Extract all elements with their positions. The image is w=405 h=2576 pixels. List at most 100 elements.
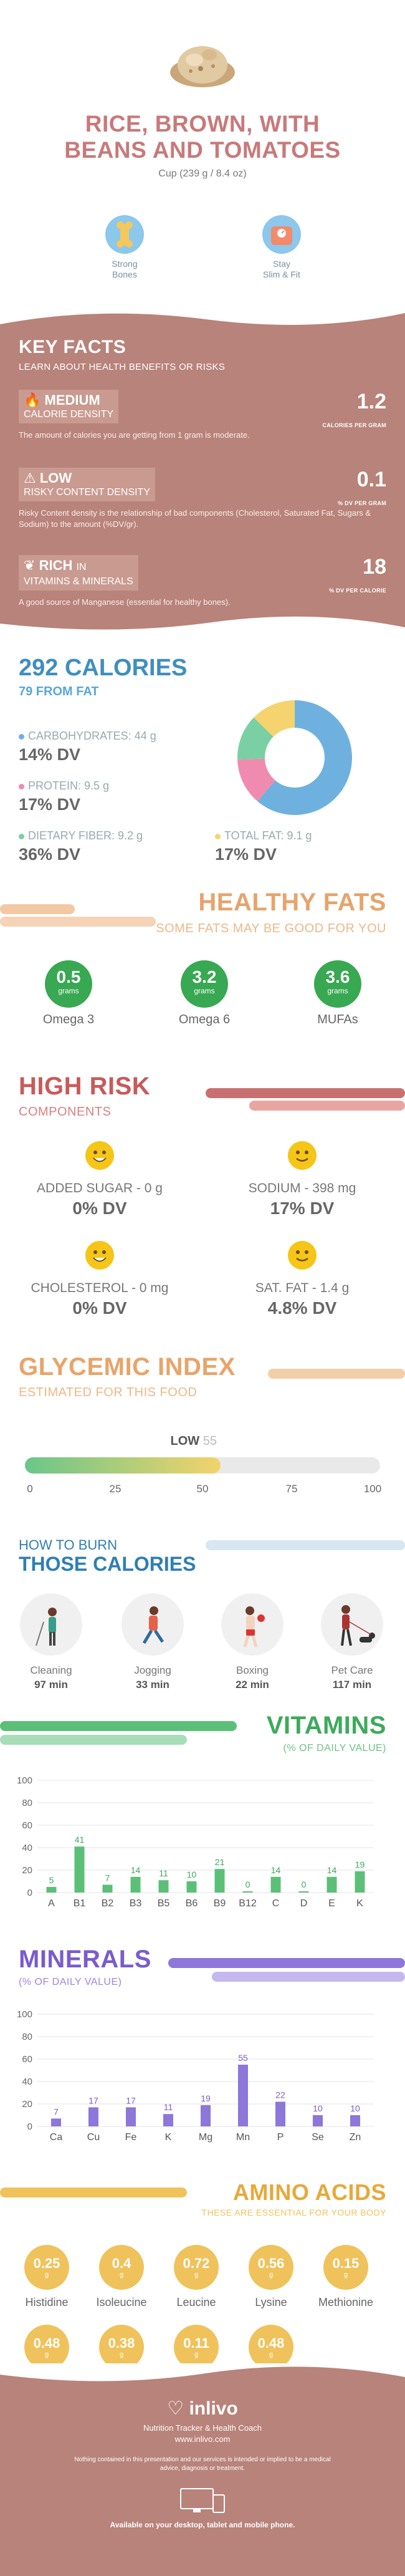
fact-value: 0.1 % DV PER GRAM bbox=[338, 468, 386, 515]
bar bbox=[270, 1876, 281, 1893]
activity-name: Boxing bbox=[236, 1664, 269, 1676]
amino-acids-title: AMINO ACIDS bbox=[232, 2179, 386, 2205]
data-label: 0 bbox=[302, 1879, 307, 1889]
amino-unit: g bbox=[44, 2271, 49, 2279]
activity-jogging: Jogging 33 min bbox=[115, 1593, 190, 1691]
glycemic-tick: 25 bbox=[109, 1483, 122, 1495]
fact-level: LOW bbox=[39, 470, 72, 486]
amino-acid-item: 0.15 g Methionine bbox=[315, 2245, 377, 2309]
bar bbox=[242, 1891, 253, 1893]
data-label: 19 bbox=[201, 2093, 211, 2103]
activity-pet-care: Pet Care 117 min bbox=[315, 1593, 389, 1691]
page-title: RICE, BROWN, WITH BEANS AND TOMATOES bbox=[0, 111, 405, 163]
fact-level: RICH bbox=[39, 557, 73, 573]
y-tick-label: 20 bbox=[22, 1865, 32, 1876]
y-tick-label: 0 bbox=[27, 2121, 32, 2132]
activity-time: 117 min bbox=[332, 1679, 372, 1691]
brand-url[interactable]: www.inlivo.com bbox=[174, 2434, 231, 2444]
amino-acids-subtitle: THESE ARE ESSENTIAL FOR YOUR BODY bbox=[201, 2207, 386, 2217]
x-tick-label: Zn bbox=[350, 2132, 361, 2143]
x-tick-label: Mg bbox=[199, 2132, 212, 2143]
macro-protein: PROTEIN: 9.5 g 17% DV bbox=[19, 779, 109, 814]
fact-header: 🔥 MEDIUM CALORIE DENSITY bbox=[19, 390, 119, 423]
data-label: 11 bbox=[159, 1868, 168, 1878]
vitamins-subtitle: (% OF DAILY VALUE) bbox=[283, 1743, 386, 1754]
key-facts-section: KEY FACTS LEARN ABOUT HEALTH BENEFITS OR… bbox=[0, 306, 405, 636]
activity-time: 33 min bbox=[136, 1679, 169, 1691]
macro-dv: 14% DV bbox=[19, 745, 81, 764]
y-tick-label: 20 bbox=[22, 2099, 32, 2110]
amino-badge: 0.11 g bbox=[174, 2325, 219, 2370]
amino-unit: g bbox=[119, 2271, 124, 2279]
fact-value: 1.2 CALORIES PER GRAM bbox=[322, 390, 386, 437]
amino-acid-item: 0.25 g Histidine bbox=[16, 2245, 78, 2309]
fact-name: VITAMINS & MINERALS bbox=[24, 576, 133, 587]
fact-calorie-density: 🔥 MEDIUM CALORIE DENSITY 1.2 CALORIES PER… bbox=[19, 390, 386, 441]
pet-care-icon bbox=[321, 1593, 383, 1656]
fat-omega-6: 3.2 grams Omega 6 bbox=[167, 960, 242, 1027]
fat-mufas: 3.6 grams MUFAs bbox=[300, 960, 375, 1027]
x-tick-label: A bbox=[48, 1898, 55, 1909]
boxing-icon bbox=[221, 1593, 284, 1656]
legend-dot bbox=[19, 733, 24, 740]
x-tick-label: D bbox=[300, 1898, 308, 1909]
header: RICE, BROWN, WITH BEANS AND TOMATOES Cup… bbox=[0, 0, 405, 324]
y-tick-label: 100 bbox=[17, 2009, 32, 2020]
bar bbox=[88, 2107, 98, 2126]
bar bbox=[238, 2065, 248, 2126]
availability-note: Available on your desktop, tablet and mo… bbox=[110, 2521, 295, 2529]
data-label: 14 bbox=[131, 1865, 141, 1875]
burn-title-line-1: HOW TO BURN bbox=[19, 1537, 118, 1553]
x-tick-label: K bbox=[356, 1898, 363, 1909]
brand-tagline: Nutrition Tracker & Health Coach bbox=[143, 2423, 262, 2433]
fact-header: ❦ RICH IN VITAMINS & MINERALS bbox=[19, 555, 138, 591]
healthy-fats-subtitle: SOME FATS MAY BE GOOD FOR YOU bbox=[156, 922, 386, 935]
legend-dot bbox=[215, 833, 221, 839]
activity-name: Jogging bbox=[134, 1664, 171, 1676]
bar bbox=[126, 2107, 136, 2126]
fact-prefix: IN bbox=[76, 562, 87, 572]
x-tick-label: B9 bbox=[214, 1898, 226, 1909]
y-tick-label: 80 bbox=[22, 2032, 32, 2042]
fact-value: 18 % DV PER CALORIE bbox=[329, 555, 386, 602]
bar bbox=[158, 1880, 169, 1893]
data-label: 19 bbox=[355, 1860, 365, 1869]
calories-title: 292 CALORIES bbox=[19, 655, 188, 681]
fact-name: RISKY CONTENT DENSITY bbox=[24, 487, 150, 498]
minerals-bar-chart: 0 20 40 60 80 100 7 Ca 17 Cu 17 Fe 11 K 19 Mg 55 Mn 22 P 10 S… bbox=[17, 2009, 374, 2143]
badge-label: Bones bbox=[112, 269, 137, 279]
data-label: 0 bbox=[245, 1879, 250, 1889]
x-tick-label: B12 bbox=[239, 1898, 257, 1909]
bar bbox=[326, 1876, 337, 1893]
macro-label: PROTEIN: 9.5 g bbox=[28, 779, 110, 792]
title-line-1: RICE, BROWN, WITH bbox=[85, 111, 320, 137]
bar bbox=[350, 2115, 360, 2126]
glycemic-subtitle: ESTIMATED FOR THIS FOOD bbox=[19, 1386, 198, 1399]
data-label: 11 bbox=[164, 2102, 173, 2112]
fat-name: MUFAs bbox=[317, 1013, 358, 1026]
x-tick-label: B3 bbox=[130, 1898, 142, 1909]
title-line-2: BEANS AND TOMATOES bbox=[64, 137, 341, 163]
y-tick-label: 100 bbox=[17, 1775, 32, 1786]
calories-subtitle: 79 FROM FAT bbox=[19, 685, 99, 698]
fat-unit: grams bbox=[194, 987, 215, 995]
x-tick-label: C bbox=[272, 1898, 280, 1909]
data-label: 10 bbox=[350, 2103, 360, 2113]
macro-carbohydrates: CARBOHYDRATES: 44 g 14% DV bbox=[19, 730, 156, 765]
fact-unit: CALORIES PER GRAM bbox=[322, 422, 386, 428]
high-risk-subtitle: COMPONENTS bbox=[19, 1105, 112, 1119]
y-tick-label: 60 bbox=[22, 1820, 32, 1831]
x-tick-label: E bbox=[328, 1898, 335, 1909]
glycemic-value: 55 bbox=[202, 1434, 217, 1448]
macro-dv: 17% DV bbox=[19, 795, 81, 814]
data-label: 17 bbox=[126, 2095, 136, 2105]
bar bbox=[74, 1846, 85, 1893]
x-tick-label: K bbox=[165, 2132, 172, 2143]
wave-divider bbox=[0, 306, 405, 325]
glycemic-title: GLYCEMIC INDEX bbox=[19, 1353, 236, 1381]
wave-divider bbox=[0, 616, 405, 636]
key-facts-title: KEY FACTS bbox=[19, 337, 126, 357]
minerals-subtitle: (% OF DAILY VALUE) bbox=[19, 1977, 122, 1987]
data-label: 17 bbox=[88, 2095, 98, 2105]
donut-slice bbox=[257, 700, 352, 815]
